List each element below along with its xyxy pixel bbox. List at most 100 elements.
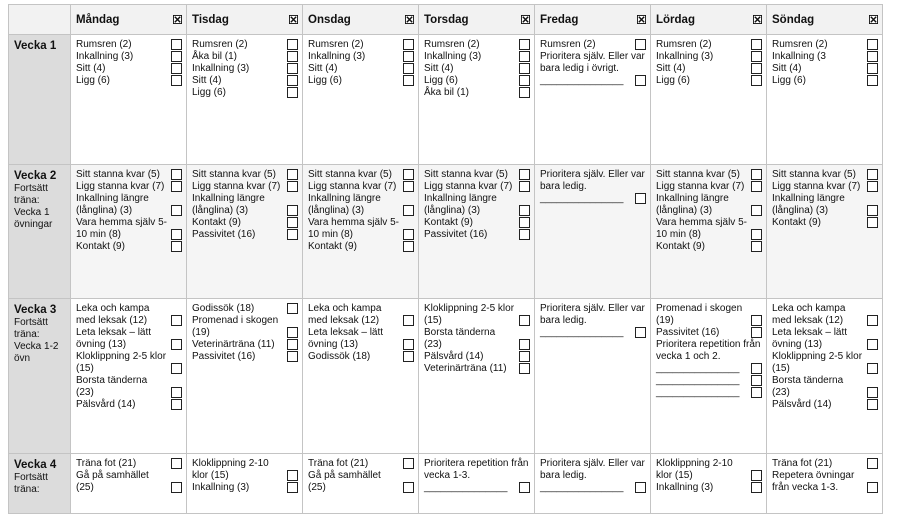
checkbox[interactable] (867, 39, 878, 50)
checkbox[interactable] (519, 87, 530, 98)
checkbox[interactable] (403, 458, 414, 469)
checkbox[interactable] (751, 63, 762, 74)
checkbox[interactable] (867, 315, 878, 326)
checkbox[interactable] (287, 217, 298, 228)
task-text: Sitt stanna kvar (5) (308, 169, 392, 180)
checkbox[interactable] (403, 39, 414, 50)
checkbox[interactable] (635, 482, 646, 493)
checkbox[interactable] (519, 51, 530, 62)
checkbox[interactable] (171, 39, 182, 50)
checkbox[interactable] (867, 51, 878, 62)
checkbox[interactable] (519, 217, 530, 228)
checkbox[interactable] (171, 181, 182, 192)
checkbox[interactable] (751, 51, 762, 62)
checkbox[interactable] (751, 375, 762, 386)
checkbox[interactable] (287, 169, 298, 180)
checkbox[interactable] (171, 399, 182, 410)
checkbox[interactable] (635, 75, 646, 86)
checkbox[interactable] (867, 217, 878, 228)
checkbox[interactable] (403, 205, 414, 216)
checkbox[interactable] (519, 205, 530, 216)
checkbox[interactable] (403, 339, 414, 350)
checkbox[interactable] (519, 63, 530, 74)
checkbox[interactable] (519, 39, 530, 50)
checkbox[interactable] (867, 387, 878, 398)
checkbox[interactable] (287, 75, 298, 86)
checkbox[interactable] (867, 339, 878, 350)
checkbox[interactable] (403, 63, 414, 74)
checkbox[interactable] (287, 482, 298, 493)
checkbox[interactable] (403, 51, 414, 62)
checkbox[interactable] (519, 229, 530, 240)
checkbox[interactable] (519, 181, 530, 192)
checkbox[interactable] (635, 327, 646, 338)
checkbox[interactable] (519, 339, 530, 350)
checkbox[interactable] (171, 387, 182, 398)
checkbox[interactable] (751, 482, 762, 493)
checkbox[interactable] (867, 482, 878, 493)
checkbox[interactable] (867, 63, 878, 74)
checkbox[interactable] (751, 169, 762, 180)
task-text: Passivitet (16) (192, 351, 256, 362)
checkbox[interactable] (751, 387, 762, 398)
checkbox[interactable] (635, 193, 646, 204)
checkbox[interactable] (751, 315, 762, 326)
checkbox[interactable] (867, 181, 878, 192)
checkbox[interactable] (519, 363, 530, 374)
checkbox[interactable] (867, 458, 878, 469)
checkbox[interactable] (519, 351, 530, 362)
checkbox[interactable] (287, 63, 298, 74)
checkbox[interactable] (171, 229, 182, 240)
checkbox[interactable] (751, 39, 762, 50)
checkbox[interactable] (287, 303, 298, 314)
checkbox[interactable] (403, 482, 414, 493)
checkbox[interactable] (751, 327, 762, 338)
checkbox[interactable] (519, 75, 530, 86)
checkbox[interactable] (171, 51, 182, 62)
checkbox[interactable] (403, 181, 414, 192)
checkbox[interactable] (287, 51, 298, 62)
day-name: Måndag (76, 13, 120, 26)
checkbox[interactable] (171, 75, 182, 86)
checkbox[interactable] (867, 205, 878, 216)
checkbox[interactable] (287, 351, 298, 362)
checkbox[interactable] (171, 482, 182, 493)
checkbox[interactable] (171, 363, 182, 374)
checkbox[interactable] (171, 241, 182, 252)
checkbox[interactable] (287, 87, 298, 98)
checkbox[interactable] (867, 75, 878, 86)
checkbox[interactable] (403, 169, 414, 180)
checkbox[interactable] (867, 169, 878, 180)
checkbox[interactable] (171, 205, 182, 216)
checkbox[interactable] (287, 39, 298, 50)
checkbox[interactable] (287, 339, 298, 350)
checkbox[interactable] (287, 327, 298, 338)
checkbox[interactable] (171, 63, 182, 74)
checkbox[interactable] (519, 482, 530, 493)
checkbox[interactable] (403, 75, 414, 86)
checkbox[interactable] (403, 351, 414, 362)
checkbox[interactable] (171, 169, 182, 180)
checkbox[interactable] (287, 470, 298, 481)
checkbox[interactable] (403, 241, 414, 252)
checkbox[interactable] (635, 39, 646, 50)
checkbox[interactable] (751, 229, 762, 240)
checkbox[interactable] (751, 470, 762, 481)
checkbox[interactable] (751, 181, 762, 192)
checkbox[interactable] (287, 229, 298, 240)
checkbox[interactable] (287, 181, 298, 192)
checkbox[interactable] (867, 399, 878, 410)
checkbox[interactable] (519, 315, 530, 326)
checkbox[interactable] (171, 339, 182, 350)
checkbox[interactable] (751, 241, 762, 252)
checkbox[interactable] (171, 458, 182, 469)
checkbox[interactable] (751, 363, 762, 374)
checkbox[interactable] (403, 229, 414, 240)
checkbox[interactable] (867, 363, 878, 374)
checkbox[interactable] (751, 75, 762, 86)
checkbox[interactable] (403, 315, 414, 326)
checkbox[interactable] (519, 169, 530, 180)
checkbox[interactable] (171, 315, 182, 326)
checkbox[interactable] (287, 205, 298, 216)
checkbox[interactable] (751, 205, 762, 216)
